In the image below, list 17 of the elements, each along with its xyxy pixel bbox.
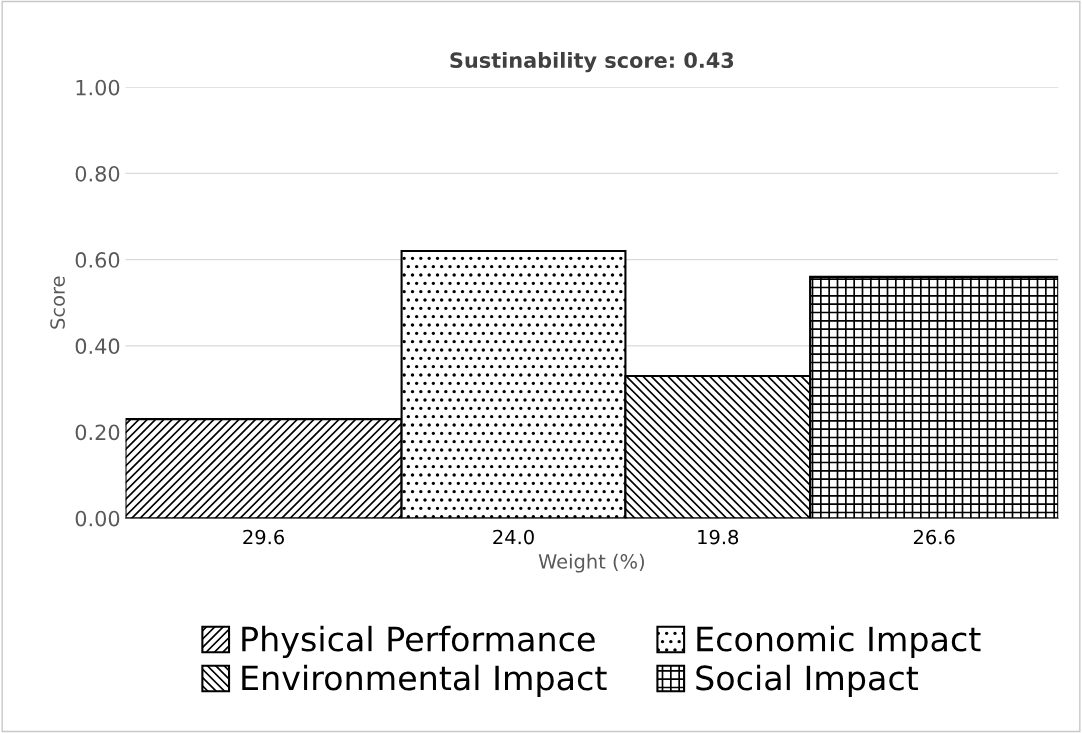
y-tick-label: 0.80 <box>75 165 120 182</box>
legend-label: Economic Impact <box>697 625 981 659</box>
chart-title: Sustinability score: 0.43 <box>450 51 734 73</box>
y-tick-label: 1.00 <box>76 79 120 96</box>
y-tick-label: 0.00 <box>75 510 120 527</box>
y-tick-label: 0.60 <box>75 252 120 268</box>
x-tick-label: 29.6 <box>243 529 284 545</box>
x-tick-label: 19.8 <box>698 529 739 545</box>
x-axis-title: Weight (%) <box>538 553 644 573</box>
x-tick-label: 26.6 <box>913 529 955 545</box>
legend-label: Social Impact <box>696 664 918 697</box>
y-axis-title: Score <box>50 276 65 329</box>
y-tick-label: 0.20 <box>75 424 120 441</box>
legend-label: Physical Performance <box>242 625 595 659</box>
legend-label: Environmental Impact <box>242 664 607 697</box>
y-tick-label: 0.40 <box>75 338 120 355</box>
x-tick-label: 24.0 <box>493 529 534 545</box>
